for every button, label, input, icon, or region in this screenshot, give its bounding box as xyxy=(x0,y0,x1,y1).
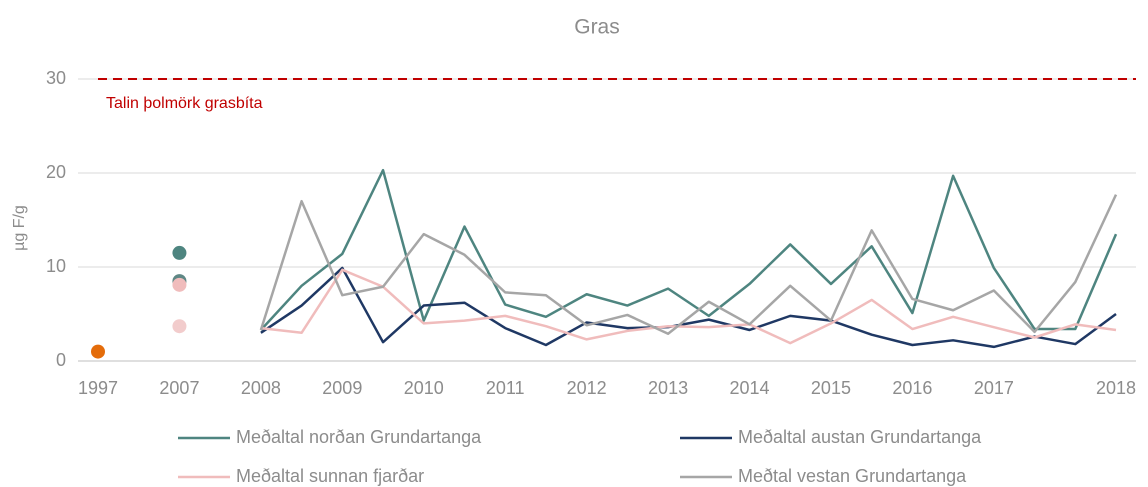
data-point xyxy=(172,245,187,260)
legend-label: Meðaltal austan Grundartanga xyxy=(738,427,982,447)
x-tick-label: 2017 xyxy=(974,378,1014,398)
data-point xyxy=(172,319,187,334)
x-tick-label: 2016 xyxy=(892,378,932,398)
x-tick-label: 2010 xyxy=(404,378,444,398)
legend-label: Meðaltal sunnan fjarðar xyxy=(236,466,424,486)
x-tick-label: 2013 xyxy=(648,378,688,398)
y-tick-label: 30 xyxy=(46,68,66,88)
chart-title: Gras xyxy=(574,16,620,39)
x-tick-label: 1997 xyxy=(78,378,118,398)
y-tick-label: 20 xyxy=(46,162,66,182)
x-tick-label: 2009 xyxy=(322,378,362,398)
x-tick-label: 2008 xyxy=(241,378,281,398)
series-line xyxy=(260,266,1117,349)
data-point xyxy=(91,344,105,359)
x-tick-label: 2014 xyxy=(729,378,769,398)
series-line xyxy=(260,268,1117,345)
legend-label: Meðtal vestan Grundartanga xyxy=(738,466,967,486)
legend-label: Meðaltal norðan Grundartanga xyxy=(236,427,482,447)
data-point xyxy=(172,277,187,292)
x-tick-label: 2011 xyxy=(486,378,525,398)
x-tick-label: 2007 xyxy=(159,378,199,398)
series-line xyxy=(259,194,1118,335)
threshold-label: Talin þolmörk grasbíta xyxy=(106,95,263,112)
x-tick-label: 2012 xyxy=(567,378,607,398)
x-tick-label: 2018 xyxy=(1096,378,1136,398)
x-tick-label: 2015 xyxy=(811,378,851,398)
y-tick-label: 0 xyxy=(56,350,66,370)
y-axis-label: µg F/g xyxy=(11,205,28,251)
series-line xyxy=(259,168,1118,331)
y-tick-label: 10 xyxy=(46,256,66,276)
